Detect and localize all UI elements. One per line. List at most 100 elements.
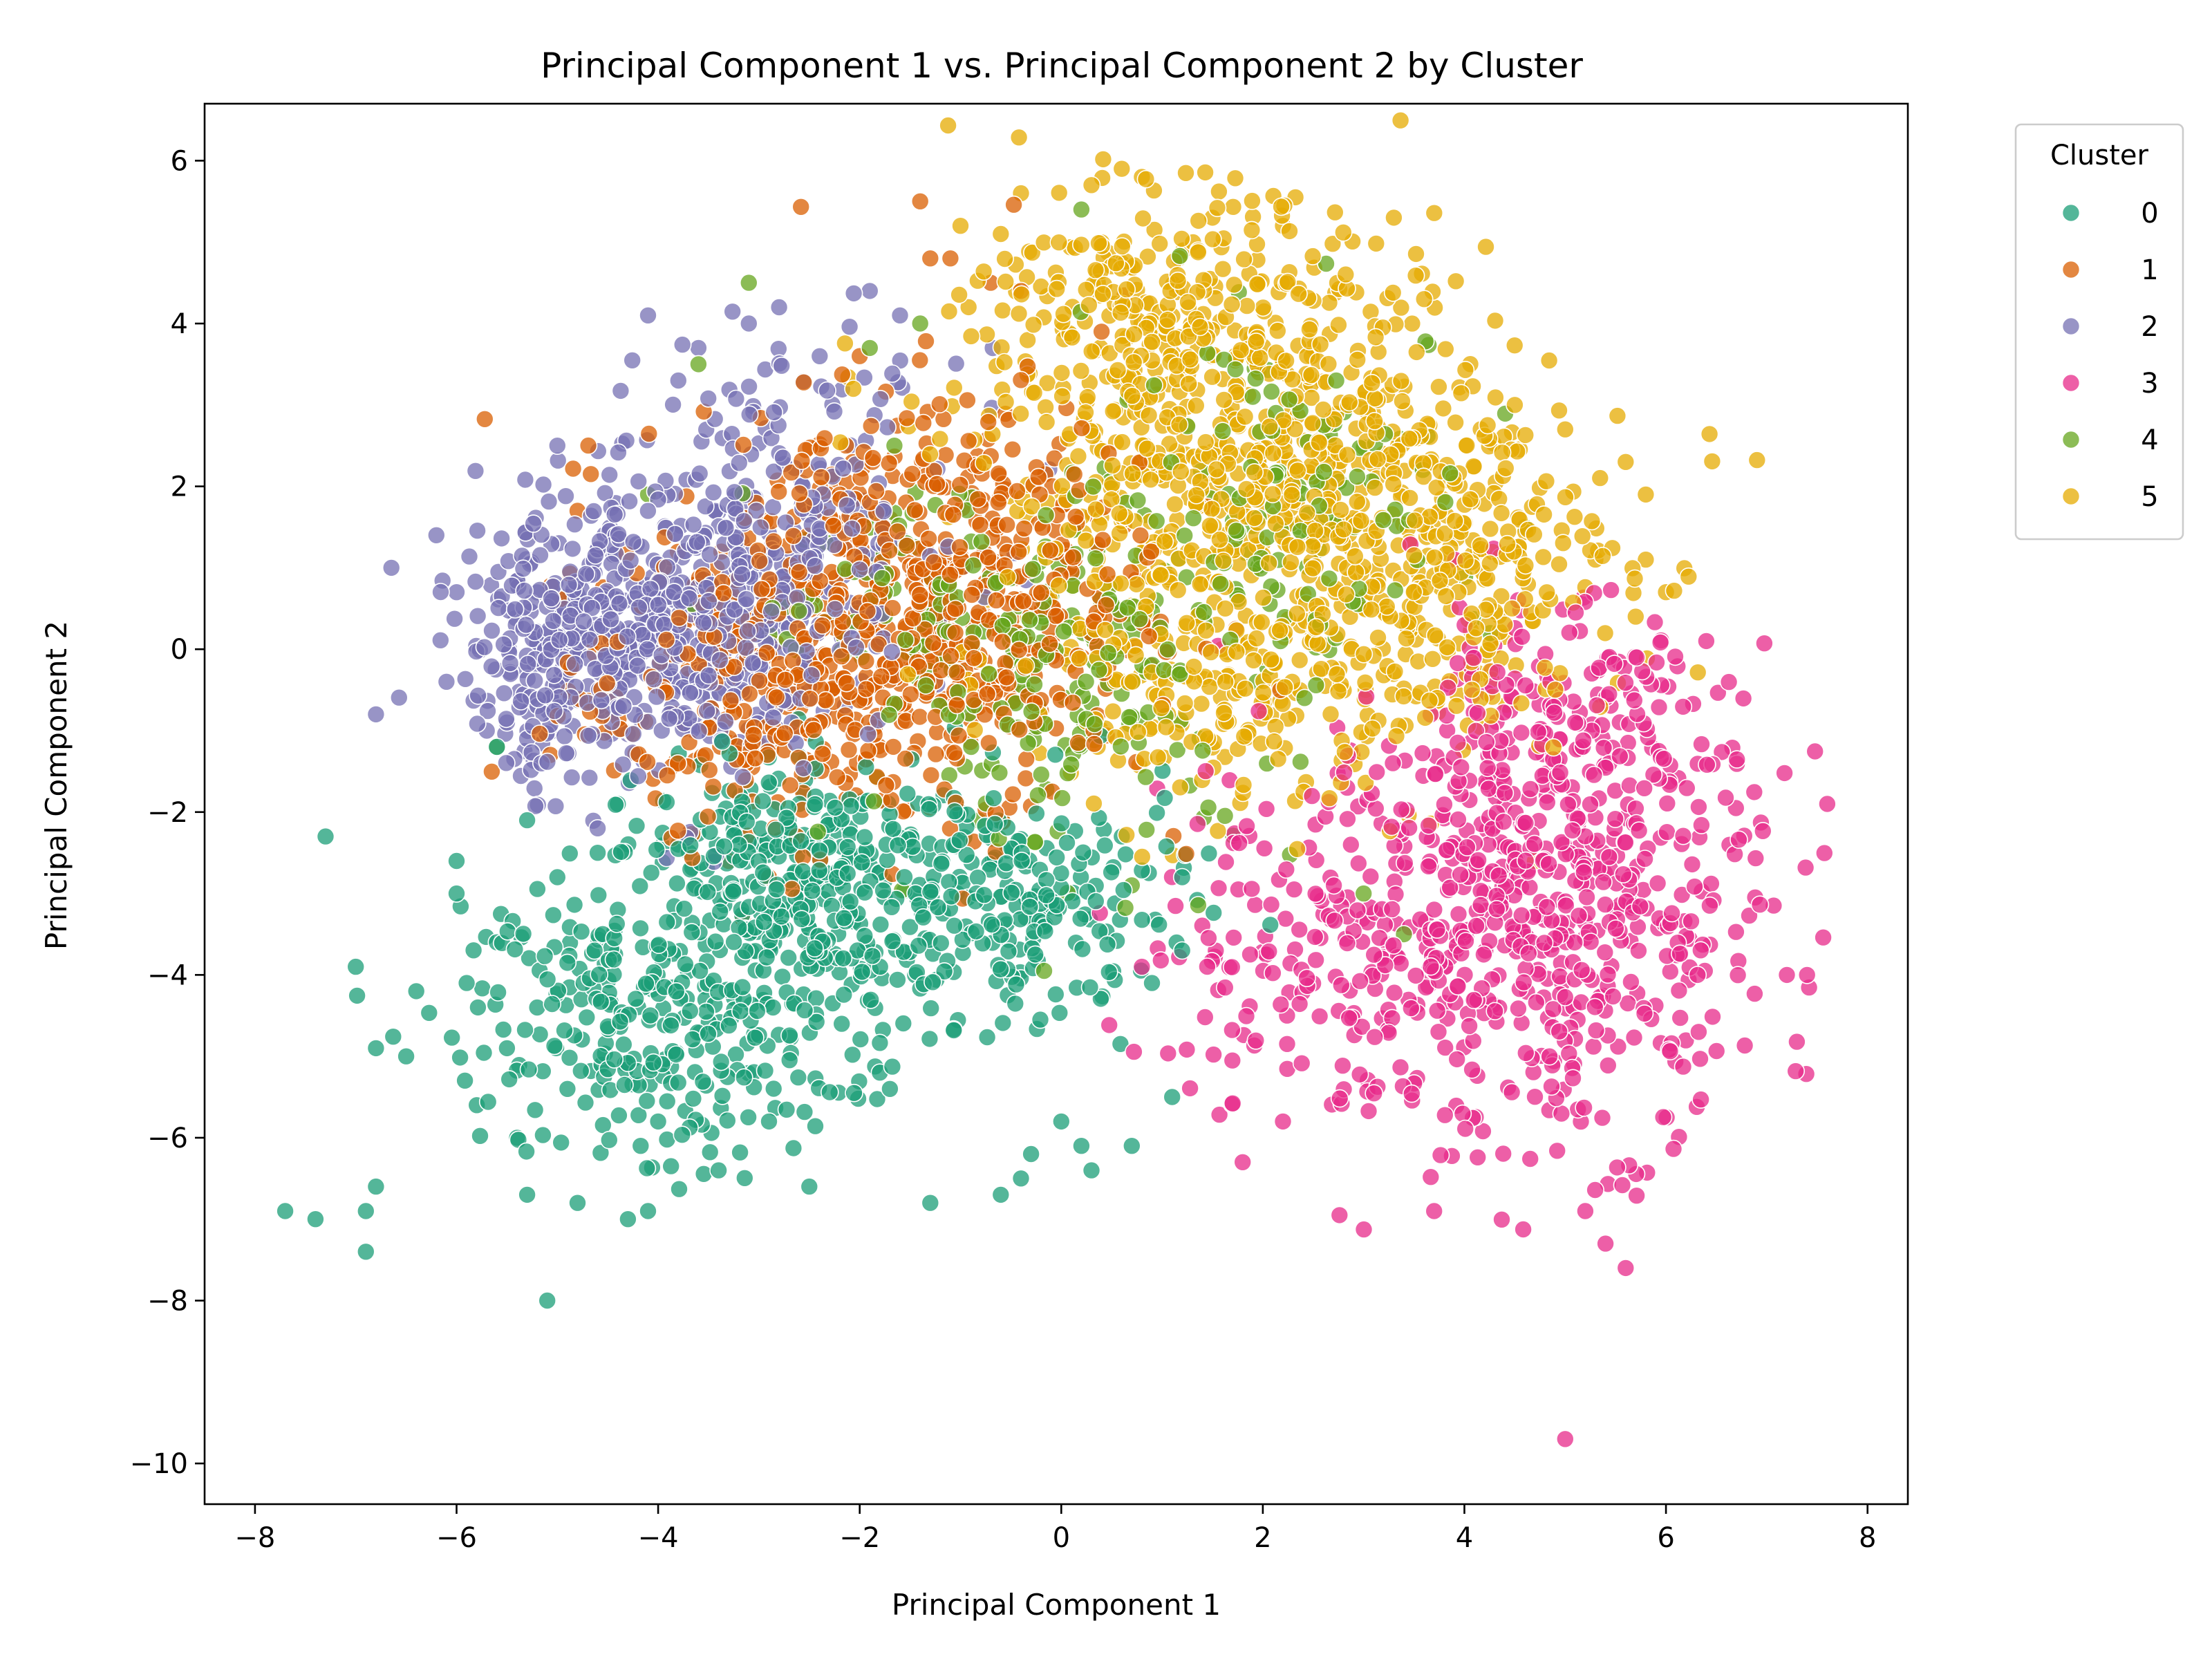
scatter-point-cluster-0 — [610, 1106, 628, 1125]
scatter-point-cluster-2 — [861, 281, 879, 301]
scatter-point-cluster-2 — [639, 306, 657, 325]
scatter-point-cluster-2 — [468, 606, 487, 626]
scatter-point-cluster-5 — [1556, 487, 1575, 507]
scatter-point-cluster-5 — [1481, 554, 1499, 573]
scatter-point-cluster-0 — [1100, 963, 1118, 982]
scatter-point-cluster-0 — [676, 955, 695, 974]
scatter-point-cluster-5 — [1172, 462, 1190, 481]
scatter-point-cluster-0 — [711, 1052, 731, 1071]
scatter-point-cluster-3 — [1750, 895, 1770, 914]
scatter-point-cluster-0 — [447, 852, 466, 870]
scatter-point-cluster-5 — [1320, 789, 1339, 807]
scatter-point-cluster-0 — [821, 1082, 839, 1102]
scatter-point-cluster-4 — [1262, 382, 1281, 401]
scatter-point-cluster-2 — [565, 655, 585, 673]
scatter-point-cluster-2 — [850, 560, 870, 579]
scatter-point-cluster-5 — [1356, 673, 1375, 692]
scatter-point-cluster-3 — [1413, 744, 1432, 762]
scatter-point-cluster-0 — [494, 1020, 513, 1039]
scatter-point-cluster-3 — [1775, 764, 1794, 782]
scatter-point-cluster-4 — [1084, 477, 1103, 496]
scatter-point-cluster-3 — [1367, 799, 1385, 818]
scatter-point-cluster-5 — [1123, 672, 1142, 691]
scatter-point-cluster-5 — [1012, 285, 1031, 304]
scatter-point-cluster-1 — [1003, 440, 1022, 459]
scatter-point-cluster-3 — [1333, 1056, 1352, 1075]
scatter-point-cluster-3 — [1431, 1145, 1450, 1165]
scatter-point-cluster-5 — [1227, 642, 1246, 662]
scatter-point-cluster-5 — [1049, 576, 1068, 595]
scatter-point-cluster-5 — [1168, 581, 1188, 600]
scatter-point-cluster-0 — [1046, 745, 1065, 765]
scatter-point-cluster-5 — [1086, 261, 1105, 280]
scatter-point-cluster-3 — [1669, 981, 1689, 1000]
scatter-point-cluster-5 — [1216, 673, 1235, 691]
scatter-point-cluster-3 — [1629, 821, 1649, 840]
scatter-point-cluster-3 — [1674, 826, 1693, 845]
scatter-point-cluster-5 — [1546, 680, 1565, 700]
scatter-point-cluster-3 — [1324, 876, 1343, 895]
scatter-point-cluster-5 — [1486, 388, 1505, 407]
scatter-point-cluster-5 — [1573, 527, 1592, 546]
scatter-point-cluster-3 — [1403, 1084, 1421, 1103]
scatter-point-cluster-0 — [779, 948, 798, 967]
scatter-point-cluster-3 — [1689, 1022, 1708, 1042]
scatter-point-cluster-3 — [1257, 800, 1276, 818]
scatter-point-cluster-5 — [1457, 436, 1477, 455]
scatter-point-cluster-3 — [1478, 758, 1497, 778]
scatter-point-cluster-5 — [1385, 208, 1403, 227]
scatter-point-cluster-0 — [384, 1027, 403, 1046]
scatter-point-cluster-0 — [1155, 789, 1174, 807]
scatter-point-cluster-3 — [1188, 814, 1207, 834]
scatter-point-cluster-1 — [910, 350, 930, 370]
scatter-point-cluster-5 — [1187, 396, 1206, 415]
scatter-point-cluster-5 — [1268, 321, 1287, 340]
scatter-point-cluster-3 — [1550, 967, 1569, 986]
scatter-point-cluster-5 — [977, 325, 996, 344]
scatter-point-cluster-5 — [1608, 406, 1627, 425]
scatter-point-cluster-5 — [1403, 314, 1422, 333]
scatter-point-cluster-3 — [1613, 1176, 1632, 1194]
scatter-point-cluster-5 — [1478, 569, 1497, 588]
scatter-point-cluster-1 — [910, 707, 929, 727]
scatter-point-cluster-2 — [751, 518, 770, 537]
scatter-point-cluster-5 — [1452, 384, 1471, 403]
scatter-point-cluster-0 — [1163, 1087, 1181, 1107]
scatter-point-cluster-3 — [1682, 912, 1700, 931]
scatter-point-cluster-3 — [1703, 1007, 1722, 1027]
scatter-point-cluster-5 — [1224, 197, 1243, 216]
scatter-point-cluster-0 — [795, 1103, 814, 1121]
scatter-point-cluster-0 — [568, 1193, 587, 1212]
scatter-point-cluster-3 — [1692, 735, 1711, 753]
scatter-point-cluster-0 — [348, 986, 366, 1005]
scatter-point-cluster-5 — [1550, 401, 1568, 420]
scatter-point-cluster-5 — [939, 116, 957, 135]
scatter-point-cluster-5 — [1400, 429, 1419, 448]
scatter-point-cluster-5 — [1011, 404, 1030, 423]
scatter-point-cluster-2 — [389, 688, 409, 707]
scatter-point-cluster-0 — [841, 796, 861, 816]
scatter-point-cluster-3 — [1237, 816, 1256, 836]
scatter-point-cluster-3 — [1421, 1168, 1441, 1186]
scatter-point-cluster-3 — [1385, 983, 1404, 1002]
scatter-point-cluster-3 — [1467, 917, 1485, 935]
scatter-point-cluster-1 — [1015, 519, 1033, 538]
scatter-point-cluster-3 — [1242, 879, 1262, 899]
scatter-point-cluster-5 — [1306, 521, 1324, 541]
scatter-point-cluster-0 — [715, 837, 733, 856]
scatter-point-cluster-1 — [924, 553, 944, 572]
scatter-point-cluster-2 — [679, 589, 699, 608]
scatter-point-cluster-2 — [468, 714, 487, 733]
scatter-point-cluster-1 — [1098, 565, 1117, 584]
scatter-point-cluster-0 — [517, 1142, 536, 1161]
scatter-point-cluster-5 — [1139, 406, 1159, 425]
scatter-point-cluster-5 — [1297, 503, 1317, 523]
scatter-point-cluster-5 — [1394, 687, 1413, 706]
scatter-point-cluster-0 — [773, 967, 792, 986]
scatter-point-cluster-0 — [789, 1068, 808, 1087]
scatter-point-cluster-5 — [1208, 821, 1228, 841]
scatter-point-cluster-0 — [883, 1057, 902, 1076]
scatter-point-cluster-1 — [856, 679, 876, 699]
scatter-point-cluster-2 — [469, 686, 487, 705]
scatter-point-cluster-1 — [1066, 507, 1085, 526]
